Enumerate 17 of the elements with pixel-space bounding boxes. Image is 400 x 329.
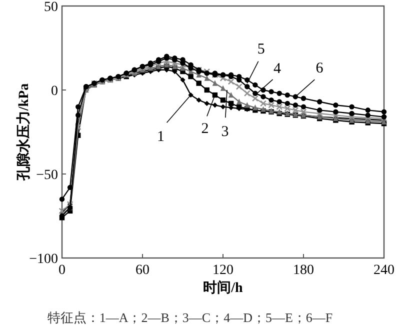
annotation: 1 — [157, 129, 165, 146]
annotation: 5 — [257, 41, 265, 58]
y-tick-label: 0 — [51, 84, 58, 99]
x-axis-title: 时间/h — [203, 280, 244, 296]
annotation: 2 — [201, 121, 209, 138]
x-tick-label: 180 — [293, 263, 314, 278]
y-axis-title: 孔隙水压力/kPa — [16, 83, 32, 182]
annotation: 4 — [273, 61, 282, 78]
y-tick-label: 50 — [44, 0, 58, 15]
text: 特征点：1—A；2—B；3—C；4—D；5—E；6—F — [47, 310, 333, 325]
x-tick-label: 120 — [212, 263, 234, 278]
annotation: 6 — [316, 60, 324, 77]
x-tick-label: 60 — [136, 263, 150, 278]
x-tick-label: 240 — [374, 263, 394, 278]
annotation: 3 — [221, 124, 229, 140]
y-tick-label: −50 — [36, 168, 58, 183]
y-tick-label: −100 — [29, 252, 58, 267]
